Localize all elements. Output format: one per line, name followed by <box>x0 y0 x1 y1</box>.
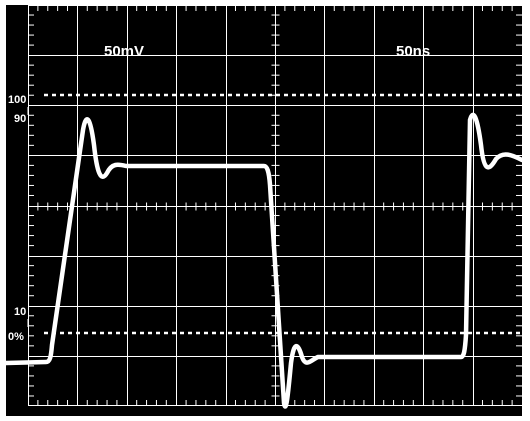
volts-per-div-label: 50mV <box>104 43 144 60</box>
ref-label-100: 100 <box>8 94 26 106</box>
time-per-div-label: 50ns <box>396 43 430 60</box>
ref-label-10: 10 <box>14 306 26 318</box>
oscilloscope-display: 50mV 50ns 100 90 10 0% <box>6 5 522 416</box>
ref-label-90: 90 <box>14 113 26 125</box>
oscilloscope-screen: 50mV 50ns 100 90 10 0% <box>6 5 522 409</box>
reference-dotted-lines <box>27 93 522 335</box>
ref-label-0-percent: 0% <box>8 331 24 343</box>
signal-trace <box>6 112 522 409</box>
